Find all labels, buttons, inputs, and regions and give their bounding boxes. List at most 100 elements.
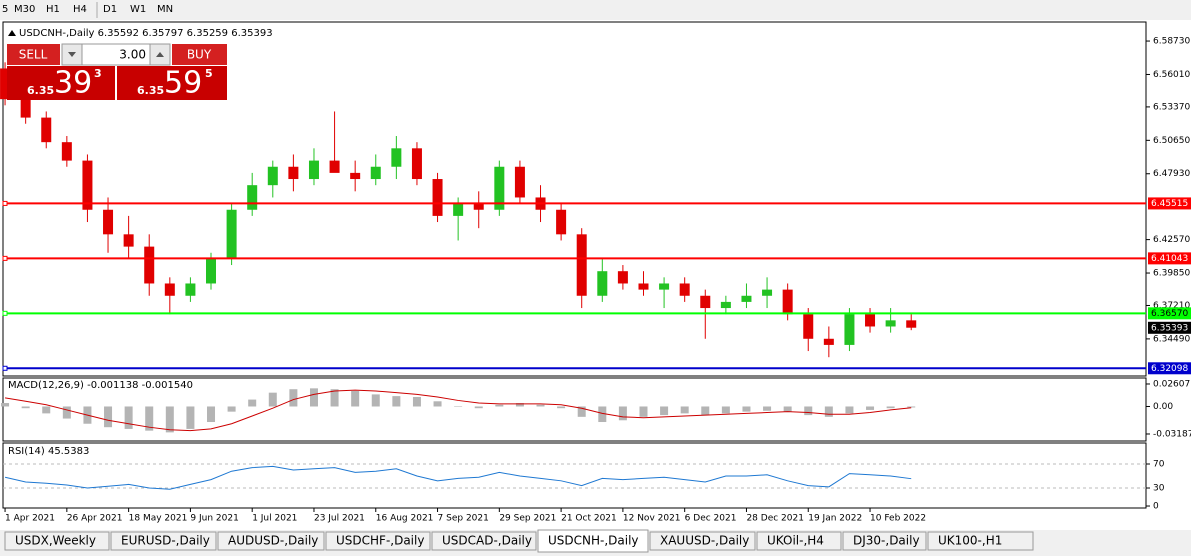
candle-body [144,246,155,284]
macd-bar [515,403,524,407]
candle-body [350,172,361,180]
candle-body [164,283,175,296]
one-click-trading: SELL 3.00 BUY 6.35 39 3 6.35 59 5 [7,43,227,101]
last-price-box [1148,321,1191,334]
x-tick-label: 12 Nov 2021 [623,514,681,524]
candle-body [617,271,628,284]
level-price-box [1148,197,1191,210]
candle-body [41,117,52,143]
candle-body [20,99,31,118]
down-arrow [68,52,76,57]
x-tick-label: 21 Oct 2021 [561,514,617,524]
level-price-label: 6.45515 [1151,199,1188,209]
candle-body [823,338,834,345]
chart-tab[interactable] [217,531,325,551]
last-price-label: 6.35393 [1151,323,1188,333]
candle-body [206,258,217,284]
x-tick-label: 23 Jul 2021 [314,514,365,524]
y-tick-label: 6.53370 [1153,102,1190,112]
candle-body [803,314,814,339]
timeframe-button[interactable]: D1 [103,4,117,15]
chart-tab[interactable] [927,531,1034,551]
candle-body [123,234,134,247]
macd-bar [824,406,833,417]
sell-label[interactable]: SELL [19,48,48,62]
x-tick-label: 29 Sep 2021 [499,514,556,524]
candle-body [741,295,752,302]
chart-tab-label[interactable]: DJ30-,Daily [853,534,920,548]
chart-tab-label[interactable]: USDX,Weekly [15,534,96,548]
chart-tab-label[interactable]: USDCNH-,Daily [548,534,639,548]
chart-tab[interactable] [431,531,537,551]
timeframe-button[interactable]: 5 [2,4,8,15]
up-arrow [156,52,164,57]
ask-small: 5 [205,67,213,80]
chart-tab[interactable] [756,531,842,551]
level-handle [2,365,8,371]
chart-tab-label[interactable]: XAUUSD-,Daily [660,534,749,548]
timeframe-button[interactable]: M30 [14,4,35,15]
level-handle [2,200,8,206]
y-tick-label: 70 [1153,460,1165,470]
x-tick-label: 10 Feb 2022 [870,514,926,524]
buy-label[interactable]: BUY [187,48,212,62]
macd-bar [536,404,545,407]
ask-box[interactable] [117,66,227,100]
macd-bar [742,406,751,412]
macd-bar [371,394,380,407]
macd-bar [330,389,339,407]
chart-tab-label[interactable]: USDCAD-,Daily [442,534,532,548]
timeframe-button[interactable]: H4 [73,4,87,15]
lot-value[interactable]: 3.00 [119,48,146,62]
candle-body [597,271,608,296]
macd-bar [660,406,669,416]
chart-tab-label[interactable]: UK100-,H1 [938,534,1002,548]
candle-body [226,209,237,259]
level-price-box [1148,307,1191,320]
macd-bar [207,406,216,423]
macd-bar [680,406,689,414]
macd-bar [186,406,195,429]
collapse-icon [8,30,16,36]
y-tick-label: 6.58730 [1153,37,1190,47]
candle-body [576,234,587,296]
ask-big: 59 [164,66,202,101]
macd-bar [618,406,627,421]
macd-header: MACD(12,26,9) -0.001138 -0.001540 [8,380,193,391]
timeframe-button[interactable]: MN [157,4,173,15]
level-handle [2,310,8,316]
timeframe-button[interactable]: H1 [46,4,60,15]
macd-bar [289,389,298,407]
candle-body [370,166,381,180]
rsi-header: RSI(14) 45.5383 [8,446,89,457]
candle-body [906,320,917,328]
chart-tab[interactable] [537,529,649,553]
chart-tab[interactable] [842,531,927,551]
rsi-line [4,465,912,490]
macd-bar [701,406,710,416]
y-tick-label: 6.47930 [1153,169,1190,179]
macd-bar [42,406,51,414]
chart-tab-label[interactable]: EURUSD-,Daily [121,534,210,548]
candle-body [288,166,299,180]
buy-button[interactable] [172,44,227,65]
chart-tab[interactable] [110,531,217,551]
macd-bar [412,396,421,407]
chart-tab[interactable] [4,531,110,551]
sell-button[interactable] [7,44,60,65]
chart-tab[interactable] [325,531,431,551]
x-tick-label: 1 Apr 2021 [5,514,55,524]
chart-tab-label[interactable]: USDCHF-,Daily [336,534,424,548]
chart-tab[interactable] [649,531,756,551]
bid-big: 39 [54,66,92,101]
timeframe-button[interactable]: W1 [130,4,146,15]
chart-tab-label[interactable]: AUDUSD-,Daily [228,534,318,548]
bid-box[interactable] [7,66,115,100]
macd-signal-line [4,389,912,432]
level-price-box [1148,362,1191,375]
level-handle [2,255,8,261]
chart-header: USDCNH-,Daily 6.35592 6.35797 6.35259 6.… [19,28,273,39]
y-tick-label: 0.02607 [1153,379,1190,389]
macd-bar [639,406,648,417]
chart-tab-label[interactable]: UKOil-,H4 [767,534,824,548]
